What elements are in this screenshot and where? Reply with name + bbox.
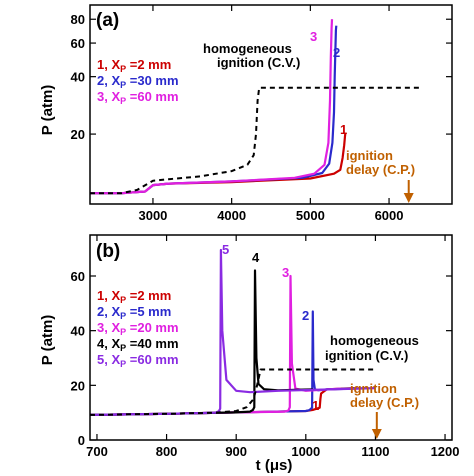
panel-b-delay-label-line1: ignition (350, 381, 397, 396)
panel-b-ylabel: P (atm) (39, 315, 56, 366)
panel-b-series (89, 248, 376, 416)
panel-a-delay-arrow (403, 180, 414, 203)
panel-a-ytick-label: 20 (71, 127, 85, 142)
panel-b-homogeneous-label-line1: homogeneous (330, 333, 419, 348)
panel-b-xlabel: t (μs) (256, 457, 293, 474)
panel-b-legend-3: 3, XP =20 mm (97, 320, 179, 337)
panel-b-delay-arrow-head (371, 429, 382, 439)
panel-b-legend-2: 2, XP =5 mm (97, 304, 171, 321)
panel-a-series-label-3: 3 (310, 29, 317, 44)
panel-a-legend: 1, XP =2 mm 2, XP =30 mm 3, XP =60 mm (97, 57, 179, 106)
panel-b: P (atm) 700 800 900 1000 1100 1200 0 20 40 60 (b)… (39, 234, 460, 474)
panel-b-ytick-label: 20 (71, 378, 85, 393)
panel-a-series-line-1 (90, 132, 347, 195)
panel-a-xtick-label: 6000 (375, 208, 404, 223)
panel-a-homogeneous-label-line2: ignition (C.V.) (217, 55, 300, 70)
panel-b-series-label-4: 4 (252, 250, 260, 265)
panel-b-legend-4: 4, XP =40 mm (97, 336, 179, 353)
panel-a-series-line-4 (90, 86, 421, 195)
panel-b-delay-label-line2: delay (C.P.) (350, 395, 419, 410)
panel-a-delay-label-line1: ignition (346, 148, 393, 163)
panel-a-delay-arrow-head (403, 193, 414, 203)
panel-b-ticks: 700 800 900 1000 1100 1200 0 20 40 60 (71, 235, 460, 459)
panel-a-ticks: 3000 4000 5000 6000 20 40 60 80 (71, 5, 452, 223)
panel-b-xtick-label: 1000 (291, 444, 320, 459)
panel-b-legend-5: 5, XP =60 mm (97, 352, 179, 369)
panel-b-series-label-3: 3 (282, 265, 289, 280)
panel-a-frame (89, 4, 453, 205)
panel-a: P (atm) 3000 4000 5000 6000 20 40 60 80 (a) 1, … (39, 4, 453, 223)
panel-b-xtick-label: 900 (225, 444, 247, 459)
panel-b-label: (b) (96, 241, 120, 262)
panel-b-delay-arrow (371, 412, 382, 439)
panel-b-ytick-label: 0 (78, 433, 85, 448)
panel-b-xtick-label: 800 (156, 444, 178, 459)
panel-b-legend: 1, XP =2 mm 2, XP =5 mm 3, XP =20 mm 4, … (97, 288, 179, 369)
panel-b-xtick-label: 700 (86, 444, 108, 459)
panel-a-ytick-label: 80 (71, 12, 85, 27)
panel-b-series-line-6 (89, 368, 376, 416)
panel-a-series (90, 19, 421, 195)
panel-a-legend-1: 1, XP =2 mm (97, 57, 171, 74)
panel-a-series-line-3 (90, 19, 334, 195)
panel-a-xtick-label: 3000 (138, 208, 167, 223)
panel-a-xtick-label: 4000 (217, 208, 246, 223)
panel-a-series-label-1: 1 (340, 122, 347, 137)
panel-a-legend-3: 3, XP =60 mm (97, 89, 179, 106)
panel-a-ytick-label: 40 (71, 70, 85, 85)
panel-b-series-label-2: 2 (302, 308, 309, 323)
panel-a-xtick-label: 5000 (296, 208, 325, 223)
panel-a-delay-label-line2: delay (C.P.) (346, 162, 415, 177)
panel-b-xtick-label: 1200 (431, 444, 460, 459)
panel-b-series-label-5: 5 (222, 242, 229, 257)
panel-b-ytick-label: 60 (71, 269, 85, 284)
panel-b-legend-1: 1, XP =2 mm (97, 288, 171, 305)
panel-b-series-label-1: 1 (312, 398, 319, 413)
panel-a-legend-2: 2, XP =30 mm (97, 73, 179, 90)
panel-b-homogeneous-label-line2: ignition (C.V.) (325, 348, 408, 363)
panel-a-homogeneous-label-line1: homogeneous (203, 41, 292, 56)
panel-b-frame (89, 234, 453, 441)
panel-a-series-label-2: 2 (333, 45, 340, 60)
panel-a-ylabel: P (atm) (39, 85, 56, 136)
panel-b-xtick-label: 1100 (361, 444, 389, 459)
panel-a-ytick-label: 60 (71, 36, 85, 51)
panel-b-ytick-label: 40 (71, 324, 85, 339)
panel-a-label: (a) (96, 10, 119, 31)
panel-b-series-line-4 (89, 269, 313, 416)
